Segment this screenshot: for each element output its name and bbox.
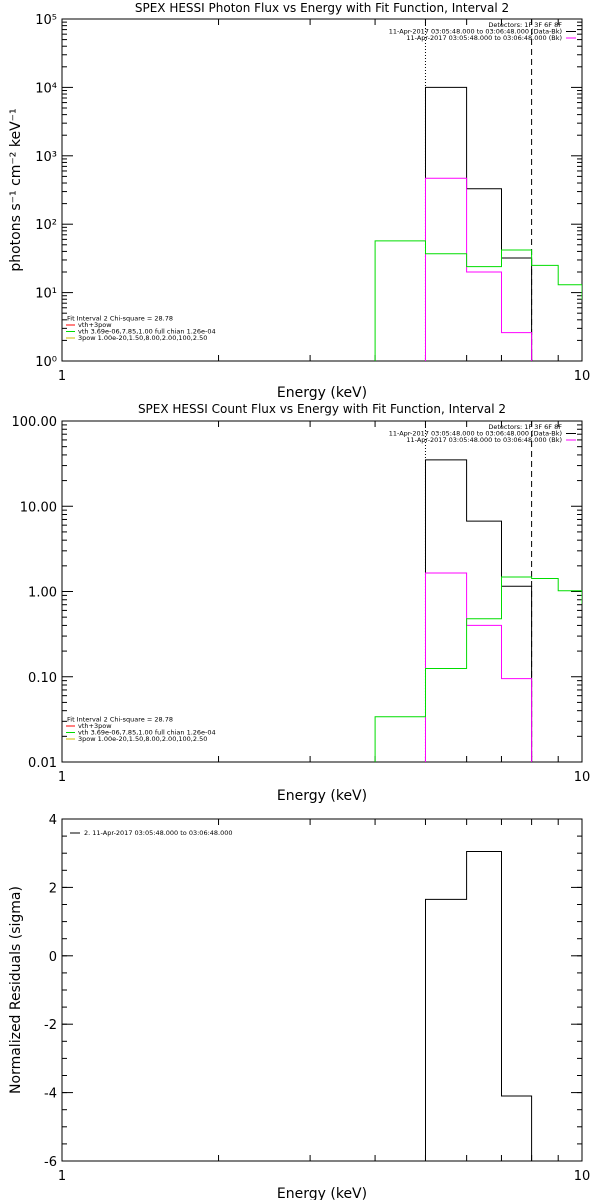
series-group — [374, 86, 582, 361]
y-tick-label: -6 — [44, 1155, 57, 1170]
legend-entry: Fit Interval 2 Chi-square = 28.78 — [67, 716, 173, 724]
legend-entry: vth 3.69e-06,7.85,1.00 full chian 1.26e-… — [78, 328, 216, 336]
series-1-histogram — [425, 572, 533, 762]
y-axis-label: Normalized Residuals (sigma) — [8, 886, 24, 1094]
legend-entry: 2. 11-Apr-2017 03:05:48.000 to 03:06:48.… — [84, 829, 233, 837]
y-tick-label: -4 — [44, 1087, 57, 1102]
y-tick-label: 100.00 — [12, 415, 58, 430]
y-tick-label: 10⁰ — [35, 355, 57, 370]
series-1-histogram — [425, 177, 533, 361]
y-tick-label: 1.00 — [28, 586, 57, 601]
plot-frame — [61, 18, 583, 362]
x-tick-label: 10 — [574, 369, 591, 384]
photon-flux-panel: SPEX HESSI Photon Flux vs Energy with Fi… — [8, 1, 591, 401]
x-tick-label: 10 — [574, 1169, 591, 1184]
y-tick-label: -2 — [44, 1018, 57, 1033]
x-axis-label: Energy (keV) — [277, 385, 367, 401]
y-tick-label: 10⁵ — [35, 13, 57, 28]
y-tick-label: 10⁴ — [35, 81, 57, 96]
y-tick-label: 2 — [49, 881, 57, 896]
x-tick-label: 10 — [574, 770, 591, 785]
legend-entry: vth 3.69e-06,7.85,1.00 full chian 1.26e-… — [78, 729, 216, 737]
y-tick-label: 10¹ — [35, 287, 57, 302]
series-0-histogram — [425, 86, 533, 361]
chart-title: SPEX HESSI Count Flux vs Energy with Fit… — [138, 402, 506, 416]
legend-entry: 11-Apr-2017 03:05:48.000 to 03:06:48.000… — [406, 34, 562, 42]
legend-entry: vth+3pow — [78, 321, 112, 329]
y-tick-label: 10³ — [35, 150, 57, 165]
series-group — [425, 851, 533, 1161]
legend-entry: 11-Apr-2017 03:05:48.000 to 03:06:48.000… — [389, 28, 562, 36]
residuals-panel: 1 10 Energy (keV) -6 -4 -2 0 2 4 Normalized Resid… — [8, 813, 590, 1200]
y-tick-label: 0.10 — [28, 671, 57, 686]
x-axis-label: Energy (keV) — [277, 1186, 367, 1200]
y-axis-label: photons s⁻¹ cm⁻² keV⁻¹ — [8, 108, 24, 271]
y-tick-label: 4 — [49, 813, 57, 828]
series-2-histogram — [374, 240, 582, 361]
plot-frame — [61, 420, 583, 763]
legend-entry: Detectors: 1F 3F 6F 8F — [488, 423, 562, 431]
series-0-histogram — [425, 851, 533, 1161]
x-axis-label: Energy (keV) — [277, 788, 367, 804]
legend-entry: 3pow 1.00e-20,1.50,8.00,2.00,100,2.50 — [78, 334, 207, 342]
legend-entry: 3pow 1.00e-20,1.50,8.00,2.00,100,2.50 — [78, 735, 207, 743]
legend-entry: Detectors: 1F 3F 6F 8F — [488, 21, 562, 29]
legend-entry: Fit Interval 2 Chi-square = 28.78 — [67, 315, 173, 323]
x-tick-label: 1 — [58, 369, 66, 384]
y-tick-label: 10.00 — [20, 500, 57, 515]
legend-entry: 11-Apr-2017 03:05:48.000 to 03:06:48.000… — [406, 436, 562, 444]
y-tick-label: 0 — [49, 950, 57, 965]
series-0-histogram — [425, 459, 533, 762]
chart-title: SPEX HESSI Photon Flux vs Energy with Fi… — [135, 1, 509, 15]
series-2-histogram — [374, 576, 582, 762]
plot-frame — [61, 818, 583, 1162]
y-tick-label: 10² — [35, 218, 57, 233]
series-group — [374, 459, 582, 762]
legend-entry: vth+3pow — [78, 722, 112, 730]
y-tick-label: 0.01 — [28, 756, 57, 771]
count-flux-panel: SPEX HESSI Count Flux vs Energy with Fit… — [12, 402, 591, 804]
legend-entry: 11-Apr-2017 03:05:48.000 to 03:06:48.000… — [389, 430, 562, 438]
x-tick-label: 1 — [58, 770, 66, 785]
x-tick-label: 1 — [58, 1169, 66, 1184]
